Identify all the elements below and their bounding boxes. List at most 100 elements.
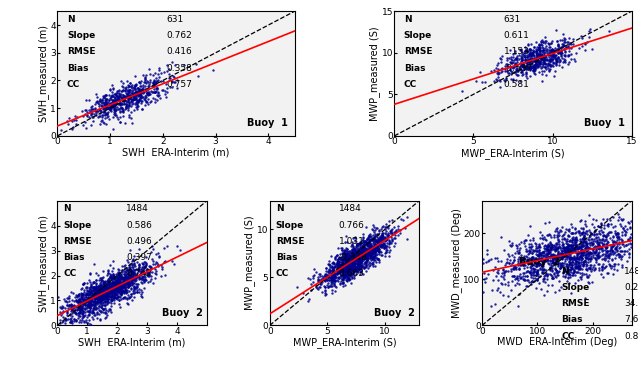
Point	[367, 261, 378, 267]
Point	[129, 275, 139, 281]
Point	[360, 264, 371, 270]
Point	[534, 59, 544, 65]
Point	[113, 266, 123, 272]
Point	[342, 251, 352, 257]
Point	[142, 266, 152, 272]
Point	[324, 258, 334, 264]
Point	[354, 251, 364, 257]
Point	[364, 255, 375, 261]
Point	[107, 281, 117, 287]
Point	[346, 273, 356, 279]
Point	[98, 278, 108, 284]
Point	[356, 254, 366, 260]
Point	[339, 282, 350, 288]
Point	[114, 278, 124, 284]
Point	[371, 248, 381, 254]
Point	[516, 273, 526, 279]
Point	[575, 232, 585, 238]
Point	[567, 239, 577, 245]
Point	[112, 104, 122, 110]
Point	[114, 273, 124, 279]
Point	[513, 260, 523, 266]
Point	[66, 289, 76, 295]
Point	[88, 299, 98, 305]
Point	[107, 291, 117, 297]
Point	[345, 263, 355, 269]
Point	[323, 283, 334, 289]
Point	[493, 66, 503, 72]
Point	[572, 261, 582, 267]
Point	[140, 86, 150, 92]
Point	[91, 295, 101, 301]
Point	[566, 269, 576, 275]
Point	[121, 285, 131, 291]
Point	[73, 312, 83, 318]
Point	[541, 43, 551, 49]
Point	[355, 244, 366, 250]
Point	[122, 276, 133, 282]
Point	[357, 247, 367, 253]
Point	[615, 248, 625, 254]
Point	[561, 265, 572, 271]
Point	[590, 249, 600, 255]
Point	[368, 245, 378, 251]
Point	[340, 251, 350, 257]
Point	[541, 271, 551, 277]
Point	[121, 88, 131, 94]
Point	[324, 262, 334, 268]
Point	[499, 77, 509, 83]
Point	[326, 253, 336, 259]
Point	[347, 259, 357, 265]
Point	[116, 276, 126, 282]
Point	[536, 250, 546, 256]
Point	[84, 308, 94, 314]
Point	[358, 241, 368, 247]
Point	[482, 251, 492, 257]
Point	[530, 68, 540, 74]
Point	[115, 101, 125, 107]
Point	[83, 299, 93, 305]
Point	[535, 252, 545, 258]
Point	[366, 254, 376, 260]
Point	[531, 267, 542, 273]
Point	[528, 67, 538, 73]
Point	[526, 271, 537, 277]
Point	[587, 231, 597, 237]
Point	[530, 63, 540, 69]
Point	[536, 53, 546, 59]
Point	[137, 269, 147, 275]
Point	[351, 243, 361, 249]
Point	[117, 279, 127, 285]
Point	[110, 102, 121, 108]
Point	[600, 246, 610, 252]
Point	[140, 76, 150, 82]
Point	[344, 271, 354, 277]
Point	[362, 246, 372, 252]
Point	[571, 239, 581, 245]
Point	[566, 289, 576, 295]
Point	[349, 245, 359, 251]
Point	[575, 265, 585, 271]
Point	[339, 271, 350, 277]
Point	[348, 267, 358, 273]
Point	[531, 65, 541, 71]
Point	[579, 235, 589, 241]
Point	[76, 286, 86, 292]
Point	[539, 234, 549, 240]
Point	[554, 237, 564, 243]
Point	[546, 252, 556, 258]
Point	[354, 246, 364, 252]
Point	[572, 264, 582, 270]
Point	[124, 269, 134, 275]
Point	[581, 272, 591, 278]
Point	[336, 272, 346, 278]
Point	[358, 243, 368, 249]
Point	[554, 57, 565, 63]
Point	[601, 241, 611, 247]
Point	[577, 248, 587, 254]
Point	[376, 249, 387, 255]
Point	[526, 263, 537, 269]
Point	[88, 294, 98, 300]
Point	[172, 243, 182, 249]
Point	[457, 89, 467, 95]
